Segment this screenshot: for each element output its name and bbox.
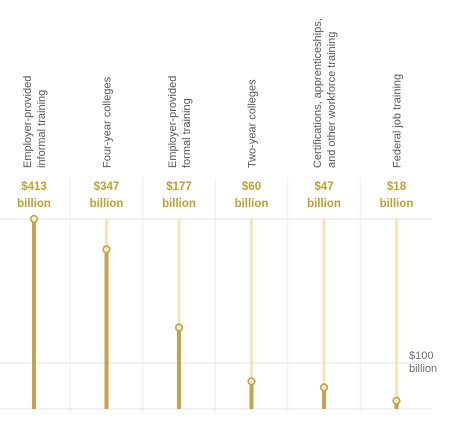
category-label: Federal job training [392, 74, 404, 168]
value-label-unit: billion [235, 198, 269, 210]
value-label: $47 [314, 181, 333, 193]
value-label-unit: billion [307, 198, 341, 210]
category-label: Two-year colleges [247, 79, 259, 168]
data-point [247, 377, 256, 386]
category-label: Employer-provided [22, 76, 34, 168]
reference-line-label: $100 billion [409, 350, 437, 375]
value-label-unit: billion [162, 198, 196, 210]
data-point [102, 245, 111, 254]
data-point [29, 214, 39, 224]
category-label: Four-year colleges [102, 76, 114, 168]
category-label: Certifications, apprenticeships, [312, 18, 324, 168]
value-label-unit: billion [17, 198, 51, 210]
data-point [319, 383, 329, 392]
category-label: formal training [181, 98, 193, 168]
value-label: $177 [166, 181, 192, 193]
data-point [392, 396, 401, 405]
category-label: informal training [36, 90, 48, 168]
data-point [174, 323, 184, 332]
category-label: and other workforce training [326, 32, 338, 168]
value-label-unit: billion [90, 198, 124, 210]
value-label: $60 [242, 181, 261, 193]
category-label: Employer-provided [167, 76, 179, 168]
value-label: $18 [387, 181, 407, 193]
value-label: $347 [94, 181, 120, 193]
value-label: $413 [21, 181, 47, 193]
value-label-unit: billion [380, 198, 414, 210]
